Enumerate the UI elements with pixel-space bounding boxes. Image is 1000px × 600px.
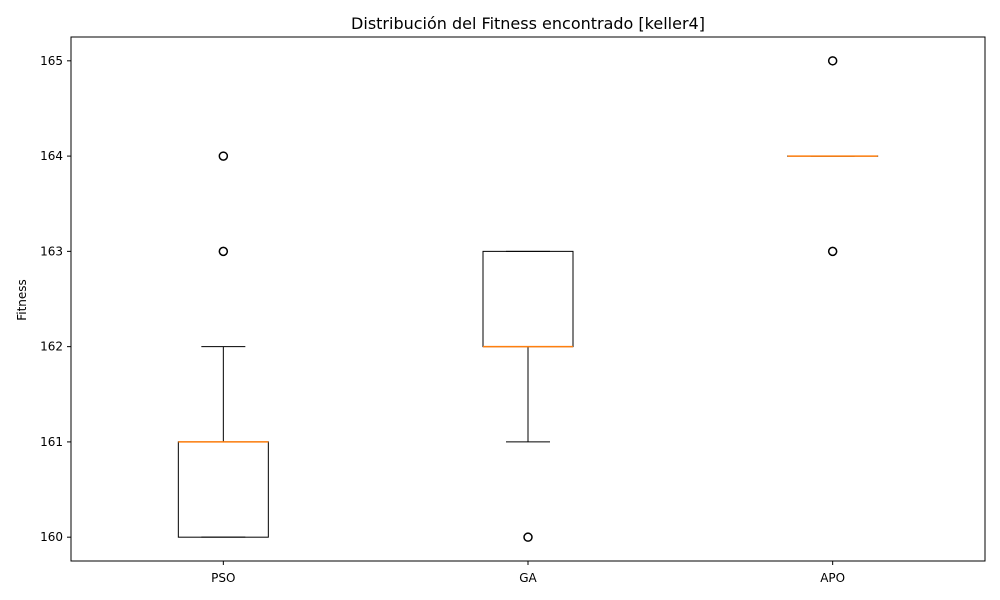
x-tick-label: GA bbox=[519, 571, 537, 585]
y-tick-label: 160 bbox=[40, 530, 63, 544]
box-group-pso bbox=[177, 151, 269, 538]
y-tick-label: 163 bbox=[40, 244, 63, 258]
y-axis: 160 161 162 163 164 165 bbox=[40, 54, 71, 544]
x-tick-label: PSO bbox=[211, 571, 235, 585]
chart-title: Distribución del Fitness encontrado [kel… bbox=[351, 14, 705, 33]
outlier-point bbox=[827, 56, 838, 66]
outlier-point bbox=[523, 532, 533, 542]
y-tick-label: 162 bbox=[40, 340, 63, 354]
y-axis-label: Fitness bbox=[15, 279, 29, 321]
x-tick-label: APO bbox=[820, 571, 845, 585]
outlier-point bbox=[827, 246, 838, 257]
box-group-apo bbox=[787, 56, 879, 257]
y-tick-label: 161 bbox=[40, 435, 63, 449]
box-group-ga bbox=[482, 250, 574, 542]
outlier-point bbox=[218, 246, 229, 257]
y-tick-label: 165 bbox=[40, 54, 63, 68]
outlier-point bbox=[218, 151, 229, 161]
x-axis: PSO GA APO bbox=[211, 561, 845, 585]
y-tick-label: 164 bbox=[40, 149, 63, 163]
boxes-layer bbox=[177, 56, 879, 542]
